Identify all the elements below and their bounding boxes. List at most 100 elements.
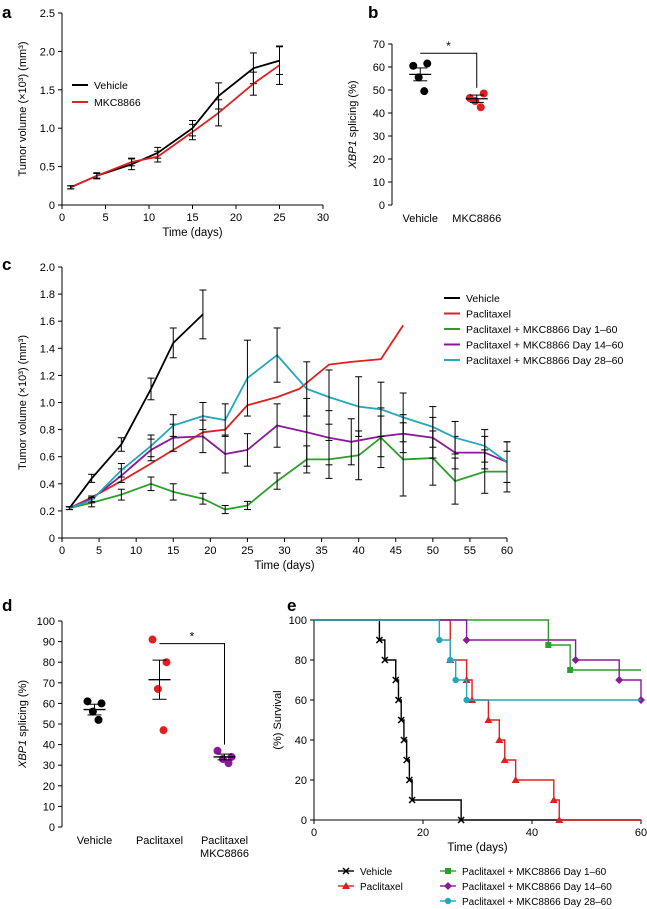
panel-a-chart: 0 0.5 1.0 1.5 2.0 2.5 0 5 10 15 20 25 30 Time (days) T…	[17, 8, 329, 239]
panel-d-y-tick-label: 60	[43, 698, 55, 710]
panel-c-y-tick-label: 1.8	[40, 289, 55, 301]
panel-d-data-point	[94, 715, 103, 724]
panel-c-x-tick-label: 45	[390, 545, 402, 557]
panel-d-y-tick-label: 80	[43, 657, 55, 669]
panel-e-x-tick-label: 60	[635, 827, 647, 839]
panel-d-data-point	[148, 635, 157, 644]
panel-e-survival-marker	[452, 676, 459, 684]
panel-e-survival-marker	[615, 676, 624, 684]
panel-e-legend-label: Paclitaxel	[360, 882, 403, 893]
panel-e-survival-marker	[462, 636, 471, 644]
panel-e-survival-marker	[484, 716, 493, 723]
panel-a-legend-label: Vehicle	[94, 80, 128, 92]
panel-e-legend-label: Paclitaxel + MKC8866 Day 1–60	[462, 867, 607, 878]
panel-d-significance-star: *	[190, 630, 195, 644]
panel-d-chart: 0 10 20 30 40 50 60 70 80 90 100 XBP1 splicing (%) V…	[17, 616, 249, 860]
panel-e-survival-marker	[495, 736, 504, 743]
panel-e-legend-marker	[342, 867, 350, 875]
panel-d-y-tick-label: 20	[43, 781, 55, 793]
panel-b-y-tick-label: 10	[373, 177, 385, 189]
panel-d-category-label: Paclitaxel	[201, 835, 248, 847]
panel-a-y-tick-label: 1.5	[40, 85, 55, 97]
panel-e-legend-marker	[444, 897, 452, 905]
panel-c-y-tick-label: 1.6	[40, 316, 55, 328]
panel-a-y-tick-label: 0	[49, 200, 55, 212]
panel-a-legend-label: MKC8866	[94, 97, 141, 109]
panel-c-chart: 0 0.2 0.4 0.6 0.8 1.0 1.2 1.4 1.6 1.8 2.0 0 5 10 15 20 2…	[17, 262, 623, 572]
panel-a-x-tick-label: 20	[230, 212, 242, 224]
panel-c-series-line-1	[69, 324, 404, 510]
panel-b-y-label-gene: XBP1	[347, 140, 359, 169]
panel-e-survival-marker	[397, 716, 405, 724]
panel-e-survival-line-1	[314, 619, 641, 821]
panel-e-survival-marker	[567, 667, 574, 673]
panel-d-y-tick-label: 10	[43, 801, 55, 813]
panel-c-y-tick-label: 0.8	[40, 425, 55, 437]
panel-c-x-tick-label: 15	[167, 545, 179, 557]
panel-b-y-tick-label: 50	[373, 85, 385, 97]
panel-letter-a: a	[2, 3, 12, 22]
panel-c-y-tick-label: 1.2	[40, 370, 55, 382]
panel-a-y-tick-label: 2.0	[40, 46, 55, 58]
panel-c-y-tick-label: 0.6	[40, 452, 55, 464]
panel-a-y-tick-label: 2.5	[40, 8, 55, 20]
panel-c-series-line-2	[69, 436, 507, 511]
panel-e-y-tick-label: 0	[301, 815, 307, 827]
panel-c-x-tick-label: 40	[353, 545, 365, 557]
panel-e-survival-marker	[375, 636, 383, 644]
panel-b-y-label-rest: splicing (%)	[347, 80, 359, 140]
panel-e-survival-marker	[549, 796, 558, 803]
panel-b-chart: 0 10 20 30 40 50 60 70 XBP1 splicing (%) Vehicle M…	[347, 39, 501, 225]
panel-e-x-label: Time (days)	[447, 842, 507, 854]
panel-d-y-tick-label: 30	[43, 760, 55, 772]
panel-d-y-tick-label: 0	[49, 822, 55, 834]
panel-b-category-label: MKC8866	[452, 213, 501, 225]
panel-b-category-label: Vehicle	[403, 213, 438, 225]
panel-d-data-point	[213, 746, 222, 755]
panel-e-survival-marker	[500, 756, 509, 763]
panel-d-y-tick-label: 50	[43, 719, 55, 731]
panel-e-survival-marker	[511, 776, 520, 783]
panel-e-survival-marker	[408, 796, 416, 804]
panel-c-x-tick-label: 55	[464, 545, 476, 557]
panel-d-category-label: MKC8866	[200, 848, 249, 860]
panel-a-y-tick-label: 0.5	[40, 162, 55, 174]
panel-e-x-tick-label: 40	[526, 827, 538, 839]
panel-c-series-line-4	[69, 353, 508, 510]
panel-c-y-tick-label: 0.2	[40, 506, 55, 518]
panel-b-data-point	[479, 89, 488, 98]
panel-d-y-tick-label: 40	[43, 740, 55, 752]
panel-e-survival-marker	[436, 636, 443, 644]
panel-e-y-tick-label: 100	[289, 615, 307, 627]
panel-e-survival-marker	[403, 756, 411, 764]
panel-e-legend-label: Paclitaxel + MKC8866 Day 28–60	[462, 897, 612, 908]
panel-c-x-tick-label: 20	[204, 545, 216, 557]
panel-e-survival-marker	[405, 776, 413, 784]
panel-d-category-label: Paclitaxel	[136, 835, 183, 847]
panel-c-x-tick-label: 50	[427, 545, 439, 557]
panel-a-x-label: Time (days)	[162, 227, 222, 239]
panel-b-y-tick-label: 40	[373, 108, 385, 120]
panel-c-x-tick-label: 60	[501, 545, 513, 557]
panel-letter-e: e	[287, 596, 296, 615]
panel-c-legend-label: Paclitaxel + MKC8866 Day 14–60	[466, 340, 623, 352]
panel-c-y-tick-label: 0	[49, 533, 55, 545]
panel-e-y-tick-label: 80	[295, 655, 307, 667]
panel-e-survival-marker	[447, 656, 454, 664]
panel-e-survival-marker	[392, 676, 400, 684]
panel-a-x-tick-label: 30	[317, 212, 329, 224]
panel-b-significance-star: *	[446, 39, 451, 53]
panel-e-survival-marker	[400, 736, 408, 744]
panel-a-y-tick-label: 1.0	[40, 123, 55, 135]
panel-e-y-label: (%) Survival	[272, 690, 284, 749]
panel-e-survival-marker	[394, 696, 403, 704]
panel-b-data-point	[423, 59, 432, 68]
panel-c-legend-label: Paclitaxel + MKC8866 Day 28–60	[466, 355, 623, 367]
panel-b-y-tick-label: 20	[373, 154, 385, 166]
panel-c-x-tick-label: 25	[241, 545, 253, 557]
panel-b-y-tick-label: 30	[373, 131, 385, 143]
panel-b-y-label: XBP1 splicing (%)	[347, 80, 359, 169]
panel-a-series-line-1	[70, 64, 281, 189]
panel-e-survival-line-0	[314, 619, 641, 821]
